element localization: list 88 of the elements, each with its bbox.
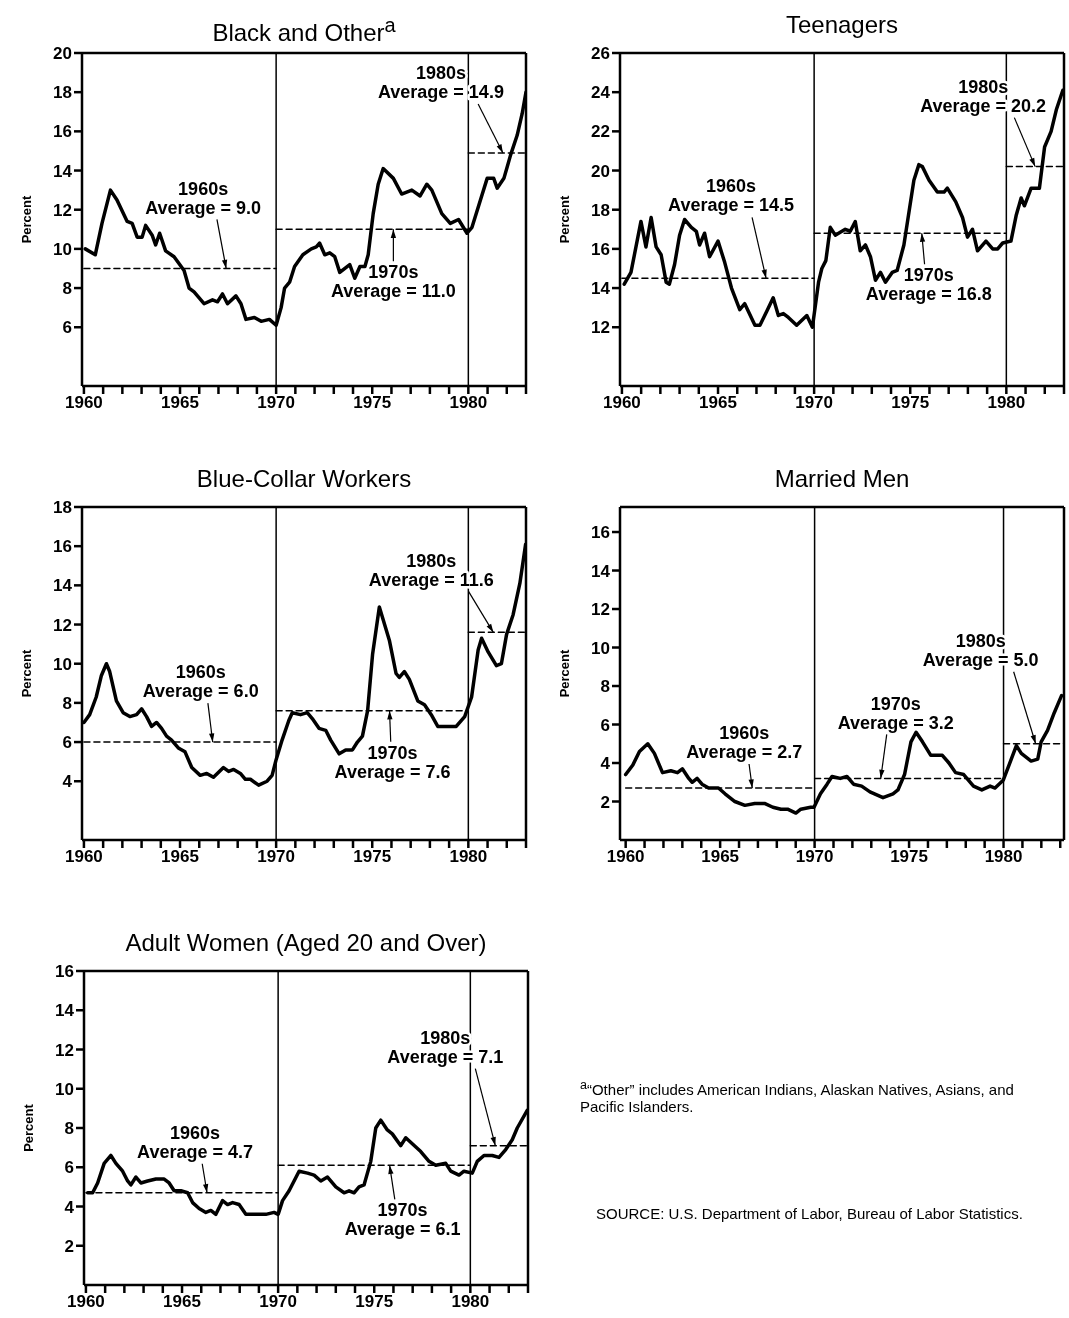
y-tick-label: 12 [55, 1040, 74, 1060]
chart-title: Teenagers [784, 10, 900, 40]
chart-title: Adult Women (Aged 20 and Over) [124, 928, 488, 958]
x-tick-label: 1960 [606, 847, 645, 867]
annotation: 1970s Average = 11.0 [330, 262, 456, 302]
y-tick-label: 12 [591, 600, 610, 620]
y-tick-label: 8 [62, 279, 72, 299]
y-tick-label: 16 [591, 239, 610, 259]
x-tick-label: 1965 [163, 1292, 201, 1312]
x-tick-label: 1960 [603, 393, 641, 413]
y-tick-label: 14 [53, 576, 73, 596]
y-tick-label: 16 [53, 122, 72, 142]
y-tick-label: 8 [600, 677, 610, 697]
y-tick-label: 20 [53, 44, 72, 64]
y-tick-label: 8 [64, 1119, 74, 1139]
y-tick-label: 16 [55, 962, 74, 982]
x-tick-label: 1980 [987, 393, 1026, 413]
y-tick-label: 14 [53, 161, 73, 181]
x-tick-label: 1980 [449, 393, 488, 413]
y-tick-label: 14 [591, 279, 611, 299]
x-tick-label: 1970 [795, 847, 834, 867]
annotation: 1970s Average = 16.8 [865, 265, 992, 305]
x-tick-label: 1965 [161, 847, 199, 867]
x-tick-label: 1975 [353, 393, 392, 413]
annotation: 1960s Average = 6.0 [142, 662, 259, 702]
y-tick-label: 4 [62, 772, 73, 792]
y-tick-label: 20 [591, 161, 610, 181]
x-tick-label: 1970 [257, 847, 296, 867]
y-tick-label: 6 [62, 318, 72, 338]
y-tick-label: 16 [53, 537, 72, 557]
annotation: 1960s Average = 2.7 [686, 723, 803, 763]
x-tick-label: 1965 [699, 393, 737, 413]
y-axis-title: Percent [556, 194, 572, 244]
y-tick-label: 4 [64, 1197, 75, 1217]
annotation: 1970s Average = 6.1 [344, 1200, 461, 1240]
annotation: 1960s Average = 4.7 [137, 1122, 253, 1162]
annotation: 1980s Average = 14.9 [377, 63, 504, 103]
y-axis-title: Percent [20, 1103, 36, 1152]
y-tick-label: 10 [591, 638, 610, 658]
x-tick-label: 1980 [984, 847, 1023, 867]
y-tick-label: 8 [62, 693, 72, 713]
y-tick-label: 4 [600, 754, 611, 774]
y-tick-label: 14 [591, 561, 611, 581]
y-tick-label: 18 [53, 83, 72, 103]
x-tick-label: 1975 [891, 393, 930, 413]
y-axis-title: Percent [556, 648, 572, 698]
y-tick-label: 14 [55, 1001, 75, 1021]
x-tick-label: 1960 [65, 847, 103, 867]
x-tick-label: 1980 [449, 847, 488, 867]
annotation: 1960s Average = 9.0 [145, 178, 262, 218]
annotation: 1970s Average = 3.2 [837, 693, 954, 733]
text: $^{a}$“Other” includes American Indians, Alaskan Natives, Asians, and Pacific Islanders. [580, 1078, 1015, 1115]
y-tick-label: 16 [591, 523, 610, 543]
x-tick-label: 1980 [451, 1292, 490, 1312]
chart-title: Married Men [773, 464, 911, 494]
y-tick-label: 2 [600, 792, 610, 812]
y-axis-title: Percent [18, 194, 34, 244]
y-tick-label: 2 [64, 1236, 74, 1256]
y-tick-label: 26 [591, 44, 610, 64]
x-tick-label: 1970 [257, 393, 296, 413]
y-tick-label: 6 [62, 733, 72, 753]
y-tick-label: 12 [591, 318, 610, 338]
y-tick-label: 18 [591, 200, 610, 220]
x-tick-label: 1975 [890, 847, 928, 867]
y-tick-label: 10 [55, 1079, 74, 1099]
y-tick-label: 10 [53, 239, 72, 259]
y-tick-label: 6 [600, 715, 610, 735]
y-tick-label: 10 [53, 654, 72, 674]
annotation: 1970s Average = 7.6 [334, 742, 451, 782]
y-tick-label: 22 [591, 122, 610, 142]
x-tick-label: 1965 [161, 393, 199, 413]
x-tick-label: 1975 [353, 847, 392, 867]
y-tick-label: 24 [591, 83, 611, 103]
x-tick-label: 1970 [795, 393, 834, 413]
annotation: 1960s Average = 14.5 [668, 176, 795, 216]
source-note: SOURCE: U.S. Department of Labor, Bureau of Labor Statistics. [595, 1205, 1024, 1222]
x-tick-label: 1965 [701, 847, 740, 867]
x-tick-label: 1960 [67, 1292, 105, 1312]
y-axis-title: Percent [18, 648, 34, 698]
x-tick-label: 1970 [259, 1292, 298, 1312]
y-tick-label: 12 [53, 200, 72, 220]
x-tick-label: 1975 [355, 1292, 394, 1312]
chart-title: Black and Other$^{a}$ [211, 13, 397, 46]
chart-title: Blue-Collar Workers [195, 464, 413, 494]
y-tick-label: 18 [53, 498, 72, 518]
y-tick-label: 6 [64, 1158, 74, 1178]
x-tick-label: 1960 [65, 393, 103, 413]
y-tick-label: 12 [53, 615, 72, 635]
